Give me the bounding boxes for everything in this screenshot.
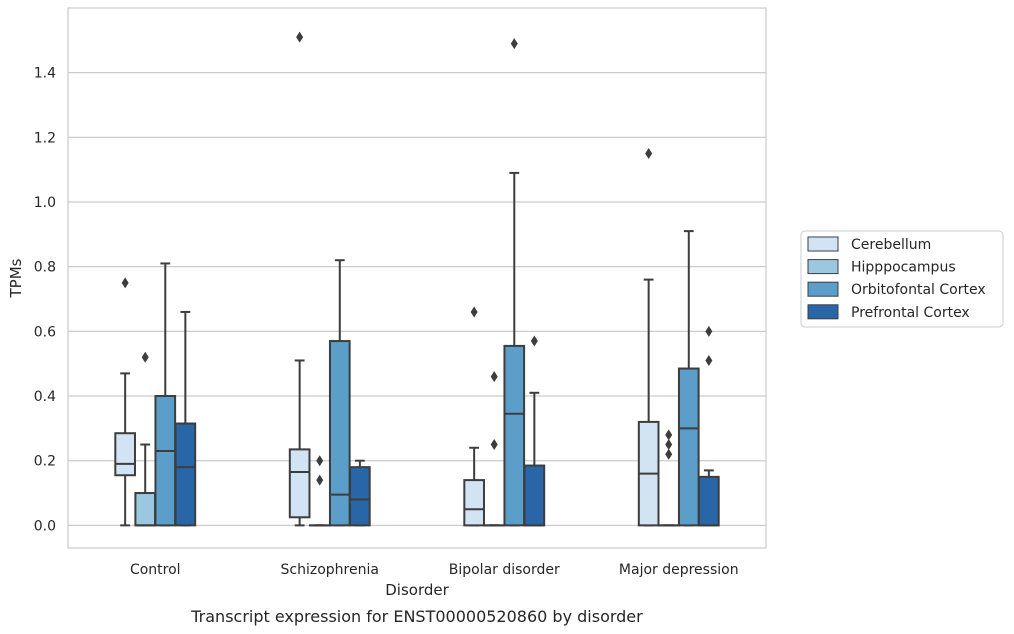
y-tick-label: 0.6 [34,324,56,340]
outlier-point [705,354,713,366]
box [503,344,526,527]
outlier-point [316,474,324,486]
outlier-point [645,148,653,160]
y-tick-label: 1.2 [34,130,56,146]
x-axis-label: Disorder [385,581,449,599]
outlier-point [665,439,673,451]
outlier-point [705,325,713,337]
y-tick-label: 0.4 [34,389,56,405]
legend-swatch [807,259,839,275]
box [523,464,546,527]
box [463,479,485,527]
box [698,475,720,527]
legend-swatch [807,281,839,297]
outlier-point [141,351,149,363]
x-tick-label: Control [130,562,181,578]
legend-swatch [807,304,839,320]
box [154,395,177,527]
x-tick-label: Schizophrenia [281,562,379,578]
box [677,367,700,527]
outlier-point [530,335,538,347]
outlier-point [316,455,324,467]
box [134,492,157,527]
outlier-point [121,277,129,289]
box [174,422,197,527]
chart-caption: Transcript expression for ENST0000052086… [190,607,643,626]
box [114,432,136,477]
y-tick-label: 0.2 [34,454,56,470]
y-tick-label: 0.8 [34,260,56,276]
y-tick-label: 1.0 [34,195,56,211]
legend: Cerebellum Hipppocampus Orbitofontal Corte… [800,230,1004,328]
outlier-point [510,38,518,50]
x-tick-label: Bipolar disorder [449,562,560,578]
outlier-point [296,31,304,43]
box-series [114,31,720,527]
y-tick-labels: 0.0 0.2 0.4 0.6 0.8 1.0 1.2 1.4 [34,66,56,535]
box [328,340,351,527]
x-tick-labels: Control Schizophrenia Bipolar disorder Majo… [130,562,739,578]
legend-swatch [807,236,839,252]
legend-label: Hipppocampus [851,260,956,276]
y-axis-label: TPMs [7,258,25,298]
outlier-point [665,429,673,441]
legend-label: Cerebellum [851,237,931,253]
outlier-point [490,439,498,451]
legend-label: Prefrontal Cortex [851,305,970,321]
y-tick-label: 1.4 [34,66,56,82]
outlier-point [665,448,673,460]
y-tick-label: 0.0 [34,518,56,534]
x-tick-label: Major depression [619,562,739,578]
outlier-point [490,371,498,383]
box [349,466,371,527]
box [288,448,311,519]
legend-label: Orbitofontal Cortex [851,282,986,298]
outlier-point [470,306,478,318]
legend-frame [800,230,1004,328]
